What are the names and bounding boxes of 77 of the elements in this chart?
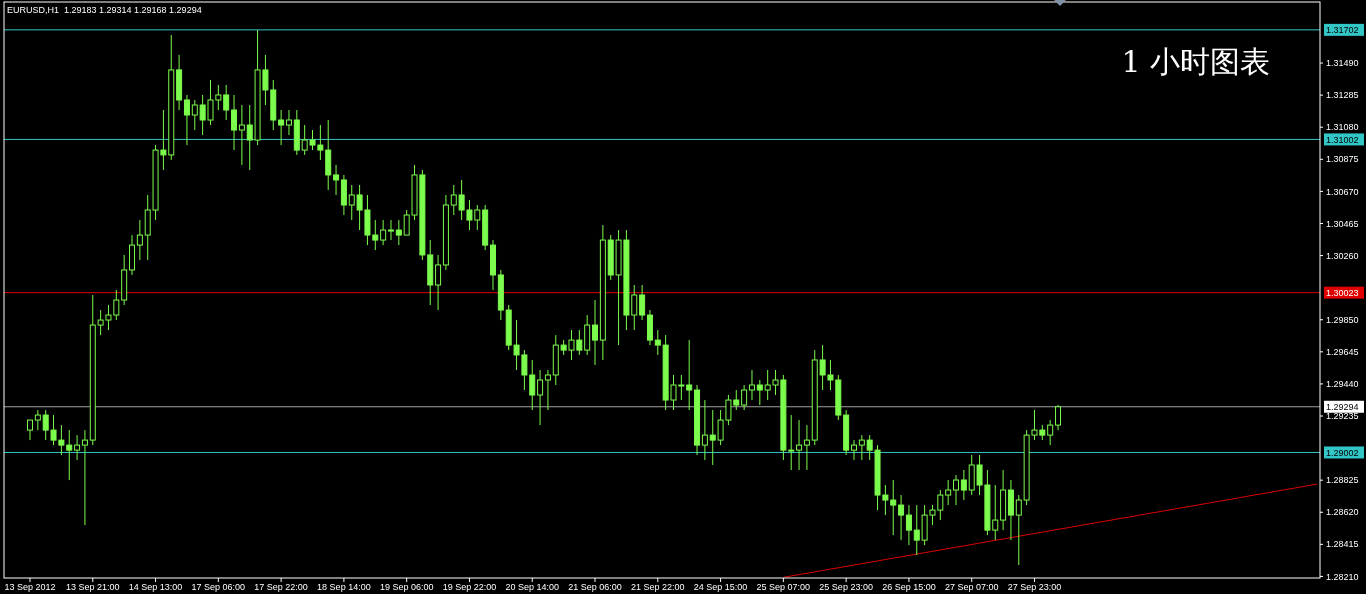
candlestick <box>945 479 952 506</box>
candlestick <box>285 109 292 136</box>
candlestick <box>183 94 190 146</box>
candlestick <box>74 434 81 461</box>
candlestick <box>81 429 88 526</box>
candlestick <box>592 299 599 366</box>
line-series <box>782 483 1318 578</box>
y-tick-label: 1.31490 <box>1326 58 1359 69</box>
candlestick <box>395 219 402 246</box>
candlestick <box>278 109 285 146</box>
candlestick <box>387 219 394 241</box>
candlestick <box>686 339 693 411</box>
x-tick-label: 19 Sep 22:00 <box>442 582 497 592</box>
candlestick <box>1047 419 1054 446</box>
y-tick-label: 1.29850 <box>1326 314 1359 325</box>
candlestick <box>544 369 551 411</box>
y-tick-label: 1.30875 <box>1326 154 1359 165</box>
candlestick <box>223 84 230 121</box>
y-tick-label: 1.31285 <box>1326 90 1359 101</box>
x-tick-label: 20 Sep 14:00 <box>505 582 560 592</box>
candlestick <box>858 434 865 461</box>
y-tick-label: 1.28825 <box>1326 475 1359 486</box>
annotation: EURUSD,H1 1.29183 1.29314 1.29168 1.29294 <box>7 5 202 15</box>
x-tick-label: 25 Sep 23:00 <box>819 582 873 592</box>
ref-line-label: 1.29294 <box>1326 401 1359 412</box>
x-tick-label: 17 Sep 06:00 <box>191 582 246 592</box>
x-tick-label: 25 Sep 07:00 <box>756 582 811 592</box>
ref-line-label: 1.31702 <box>1326 25 1359 36</box>
y-tick-label: 1.29440 <box>1326 379 1359 390</box>
x-tick-label: 13 Sep 2012 <box>4 582 56 592</box>
candlestick <box>136 219 143 261</box>
y-tick-label: 1.28620 <box>1326 507 1359 518</box>
text: 1 小时图表 <box>1121 44 1270 79</box>
candlestick <box>654 329 661 356</box>
candlestick <box>850 439 857 461</box>
y-tick-label: 1.28210 <box>1326 571 1359 582</box>
x-tick-label: 17 Sep 22:00 <box>254 582 308 592</box>
candlestick <box>639 284 646 321</box>
candlestick <box>435 254 442 311</box>
candlestick <box>796 419 803 471</box>
x-tick-label: 13 Sep 21:00 <box>66 582 120 592</box>
y-tick-label: 1.30260 <box>1326 250 1359 261</box>
x-tick-label: 26 Sep 15:00 <box>882 582 936 592</box>
x-tick-label: 14 Sep 13:00 <box>128 582 183 592</box>
candlestick <box>333 164 340 196</box>
x-tick-label: 27 Sep 23:00 <box>1007 582 1062 592</box>
y-tick-label: 1.29235 <box>1326 411 1359 422</box>
candlestick <box>953 474 960 506</box>
candlestick <box>380 219 387 246</box>
candlestick <box>231 94 238 151</box>
y-tick-label: 1.29645 <box>1326 346 1359 357</box>
y-tick-label: 1.30465 <box>1326 218 1359 229</box>
candlestick <box>537 369 544 426</box>
candlestick <box>701 399 708 461</box>
ref-line-label: 1.31002 <box>1326 134 1359 145</box>
candlestick <box>1055 404 1062 431</box>
x-tick-label: 18 Sep 14:00 <box>317 582 371 592</box>
ref-line-label: 1.29002 <box>1326 447 1359 458</box>
y-tick-label: 1.28415 <box>1326 539 1359 550</box>
y-tick-label: 1.30670 <box>1326 186 1359 197</box>
x-tick-label: 27 Sep 07:00 <box>944 582 999 592</box>
ref-line-label: 1.30023 <box>1326 287 1359 298</box>
candlestick <box>34 409 41 431</box>
y-tick-label: 1.31080 <box>1326 122 1359 133</box>
x-tick-label: 24 Sep 15:00 <box>693 582 748 592</box>
x-tick-label: 21 Sep 06:00 <box>568 582 622 592</box>
candlestick <box>803 424 810 471</box>
x-tick-label: 21 Sep 22:00 <box>631 582 685 592</box>
candlestick <box>905 504 912 546</box>
candlestick <box>960 469 967 501</box>
candlestick <box>898 494 905 541</box>
candlestick <box>27 419 33 441</box>
candlestick <box>748 369 755 401</box>
candlestick <box>238 104 245 166</box>
candlestick <box>756 379 763 406</box>
x-tick-label: 19 Sep 06:00 <box>379 582 434 592</box>
candlestick <box>741 384 748 411</box>
